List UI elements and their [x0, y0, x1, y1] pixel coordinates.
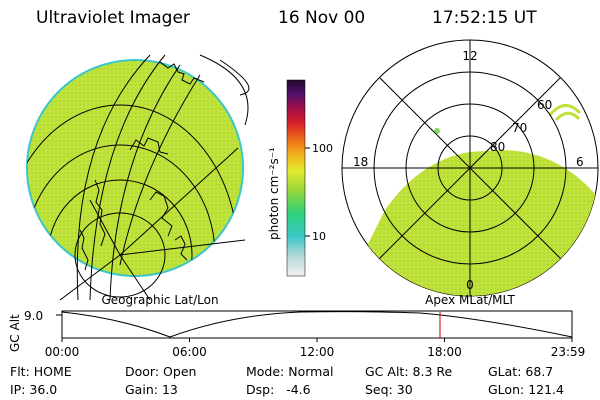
alt-x-tick-2359: 23:59 — [551, 345, 586, 359]
polar-panel-label: Apex MLat/MLT — [425, 293, 515, 307]
alt-x-tick-1200: 12:00 — [300, 345, 335, 359]
lat-80-label: 80 — [490, 140, 505, 154]
field-gain: Gain: 13 — [125, 382, 178, 397]
field-mode: Mode: Normal — [246, 364, 334, 379]
color-bar: 100 10 photon cm⁻²s⁻¹ — [267, 79, 333, 277]
mlt-6-label: 6 — [576, 155, 584, 169]
alt-x-tick-0000: 00:00 — [45, 345, 80, 359]
alt-y-label: GC Alt — [8, 314, 22, 352]
field-flt: Flt: HOME — [10, 364, 72, 379]
cbar-tick-100: 100 — [312, 142, 333, 155]
lat-70-label: 70 — [512, 121, 527, 135]
polar-grid — [342, 40, 598, 296]
time-label: 17:52:15 UT — [432, 8, 537, 28]
field-gc-alt: GC Alt: 8.3 Re — [365, 364, 453, 379]
mlt-18-label: 18 — [353, 155, 368, 169]
lat-60-label: 60 — [537, 98, 552, 112]
altitude-plot: 9.0 GC Alt 00:00 06:00 12:00 18:00 23:59 — [8, 309, 585, 359]
polar-projection: 12 18 6 0 60 70 80 Apex MLat/MLT — [341, 39, 599, 307]
alt-x-ticks — [61, 338, 573, 342]
mlt-12-label: 12 — [462, 49, 477, 63]
field-door: Door: Open — [125, 364, 197, 379]
coastlines — [79, 61, 205, 271]
cbar-tick-10: 10 — [312, 230, 326, 243]
alt-x-tick-0600: 06:00 — [172, 345, 207, 359]
instrument-title: Ultraviolet Imager — [36, 8, 190, 28]
date-label: 16 Nov 00 — [278, 8, 366, 28]
auroral-blob — [548, 104, 582, 122]
field-ip: IP: 36.0 — [10, 382, 58, 397]
field-glat: GLat: 68.7 — [488, 364, 554, 379]
alt-x-tick-1800: 18:00 — [427, 345, 462, 359]
cbar-unit-label: photon cm⁻²s⁻¹ — [267, 147, 281, 240]
auroral-spot — [434, 128, 440, 134]
field-dsp: Dsp: -4.6 — [246, 382, 311, 397]
altitude-curve — [61, 311, 573, 338]
mlt-0-label: 0 — [466, 278, 474, 292]
alt-y-tick: 9.0 — [24, 309, 43, 323]
geo-night-region — [170, 40, 250, 300]
field-glon: GLon: 121.4 — [488, 382, 564, 397]
geo-disk — [26, 59, 244, 277]
geo-panel-label: Geographic Lat/Lon — [101, 293, 218, 307]
field-seq: Seq: 30 — [365, 382, 413, 397]
